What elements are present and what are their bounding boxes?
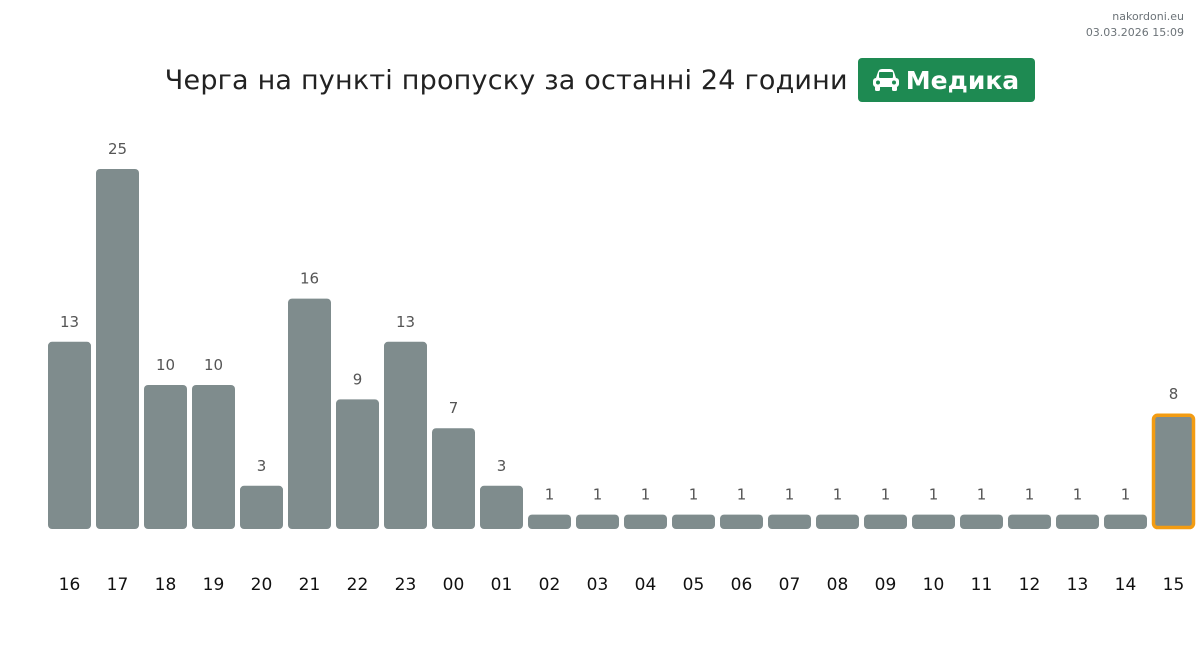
x-tick-label-16: 16 (59, 575, 81, 595)
x-tick-label-19: 19 (203, 575, 225, 595)
bar-16 (48, 341, 91, 529)
x-tick-label-03: 03 (587, 575, 609, 595)
x-tick-label-07: 07 (779, 575, 801, 595)
bar-23 (384, 341, 427, 529)
bar-03 (576, 514, 619, 529)
x-tick-label-12: 12 (1019, 575, 1041, 595)
value-label-18: 10 (156, 356, 175, 374)
value-label-23: 13 (396, 313, 415, 331)
bar-17 (96, 169, 139, 529)
value-label-03: 1 (593, 486, 603, 504)
value-label-13: 1 (1073, 486, 1083, 504)
bar-08 (816, 514, 859, 529)
checkpoint-name: Медика (905, 65, 1020, 95)
x-tick-label-20: 20 (251, 575, 273, 595)
bar-10 (912, 514, 955, 529)
x-tick-label-18: 18 (155, 575, 177, 595)
bar-13 (1056, 514, 1099, 529)
value-label-05: 1 (689, 486, 699, 504)
bar-19 (192, 385, 235, 529)
watermark: nakordoni.eu 03.03.2026 15:09 (1086, 9, 1184, 41)
watermark-timestamp: 03.03.2026 15:09 (1085, 26, 1184, 39)
value-label-02: 1 (545, 486, 555, 504)
checkpoint-badge: Медика (857, 58, 1036, 102)
x-tick-label-11: 11 (971, 575, 993, 595)
x-tick-label-01: 01 (491, 575, 513, 595)
value-label-12: 1 (1025, 486, 1035, 504)
value-label-22: 9 (353, 370, 363, 388)
x-tick-label-23: 23 (395, 575, 417, 595)
bar-04 (624, 514, 667, 529)
value-label-11: 1 (977, 486, 987, 504)
value-label-14: 1 (1121, 486, 1131, 504)
value-label-00: 7 (449, 399, 459, 417)
bar-01 (480, 485, 523, 529)
bar-12 (1008, 514, 1051, 529)
x-tick-label-13: 13 (1067, 575, 1089, 595)
x-tick-label-00: 00 (443, 575, 465, 595)
chart-title: Черга на пункті пропуску за останні 24 г… (164, 64, 848, 96)
bar-15 (1151, 413, 1196, 530)
car-icon (872, 69, 899, 91)
value-label-19: 10 (204, 356, 223, 374)
bar-21 (288, 298, 331, 529)
value-label-09: 1 (881, 486, 891, 504)
bar-22 (336, 399, 379, 529)
bar-11 (960, 514, 1003, 529)
x-tick-label-21: 21 (299, 575, 321, 595)
value-label-06: 1 (737, 486, 747, 504)
x-tick-label-05: 05 (683, 575, 705, 595)
x-tick-label-14: 14 (1115, 575, 1137, 595)
value-label-07: 1 (785, 486, 795, 504)
x-tick-label-04: 04 (635, 575, 657, 595)
x-tick-label-17: 17 (107, 575, 129, 595)
x-tick-label-15: 15 (1163, 575, 1185, 595)
value-label-20: 3 (257, 457, 267, 475)
value-label-15: 8 (1169, 385, 1179, 403)
value-label-10: 1 (929, 486, 939, 504)
value-label-01: 3 (497, 457, 507, 475)
bar-07 (768, 514, 811, 529)
bar-18 (144, 385, 187, 529)
value-label-17: 25 (108, 140, 127, 158)
x-tick-label-06: 06 (731, 575, 753, 595)
x-tick-label-08: 08 (827, 575, 849, 595)
value-label-04: 1 (641, 486, 651, 504)
bar-00 (432, 428, 475, 529)
value-label-16: 13 (60, 313, 79, 331)
watermark-site: nakordoni.eu (1112, 10, 1184, 23)
bar-20 (240, 485, 283, 529)
value-label-08: 1 (833, 486, 843, 504)
x-tick-label-22: 22 (347, 575, 369, 595)
bar-02 (528, 514, 571, 529)
bar-09 (864, 514, 907, 529)
bar-05 (672, 514, 715, 529)
x-tick-label-02: 02 (539, 575, 561, 595)
value-label-21: 16 (300, 270, 319, 288)
bar-14 (1104, 514, 1147, 529)
bar-06 (720, 514, 763, 529)
chart-header: Черга на пункті пропуску за останні 24 г… (0, 58, 1200, 102)
x-tick-label-10: 10 (923, 575, 945, 595)
x-tick-label-09: 09 (875, 575, 897, 595)
